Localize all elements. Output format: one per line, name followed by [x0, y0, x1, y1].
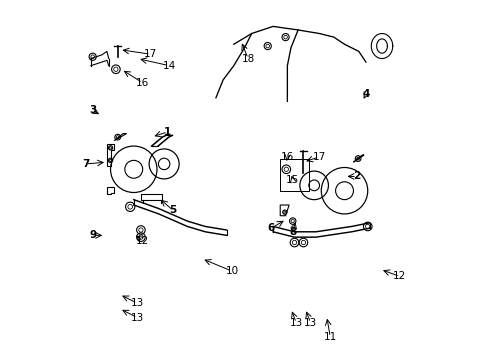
Text: 8: 8: [288, 227, 296, 237]
Text: 10: 10: [225, 266, 238, 276]
Text: 13: 13: [304, 318, 317, 328]
Text: 6: 6: [267, 223, 274, 233]
Text: 3: 3: [89, 105, 96, 115]
Text: 11: 11: [323, 332, 336, 342]
Text: 12: 12: [392, 271, 406, 282]
Text: 4: 4: [362, 89, 369, 99]
Text: 18: 18: [241, 54, 254, 64]
Text: 7: 7: [81, 159, 89, 169]
Text: 15: 15: [285, 175, 299, 185]
Text: 12: 12: [136, 236, 149, 246]
Text: 17: 17: [312, 152, 325, 162]
Text: 16: 16: [136, 78, 149, 88]
Text: 13: 13: [289, 318, 302, 328]
Text: 2: 2: [353, 171, 360, 181]
Text: 5: 5: [169, 205, 176, 215]
Text: 17: 17: [144, 49, 157, 59]
Text: 16: 16: [280, 152, 293, 162]
Text: 9: 9: [89, 230, 96, 240]
Text: 13: 13: [130, 312, 143, 323]
Text: 14: 14: [163, 61, 176, 71]
Text: 1: 1: [164, 127, 171, 137]
Text: 13: 13: [130, 298, 143, 308]
